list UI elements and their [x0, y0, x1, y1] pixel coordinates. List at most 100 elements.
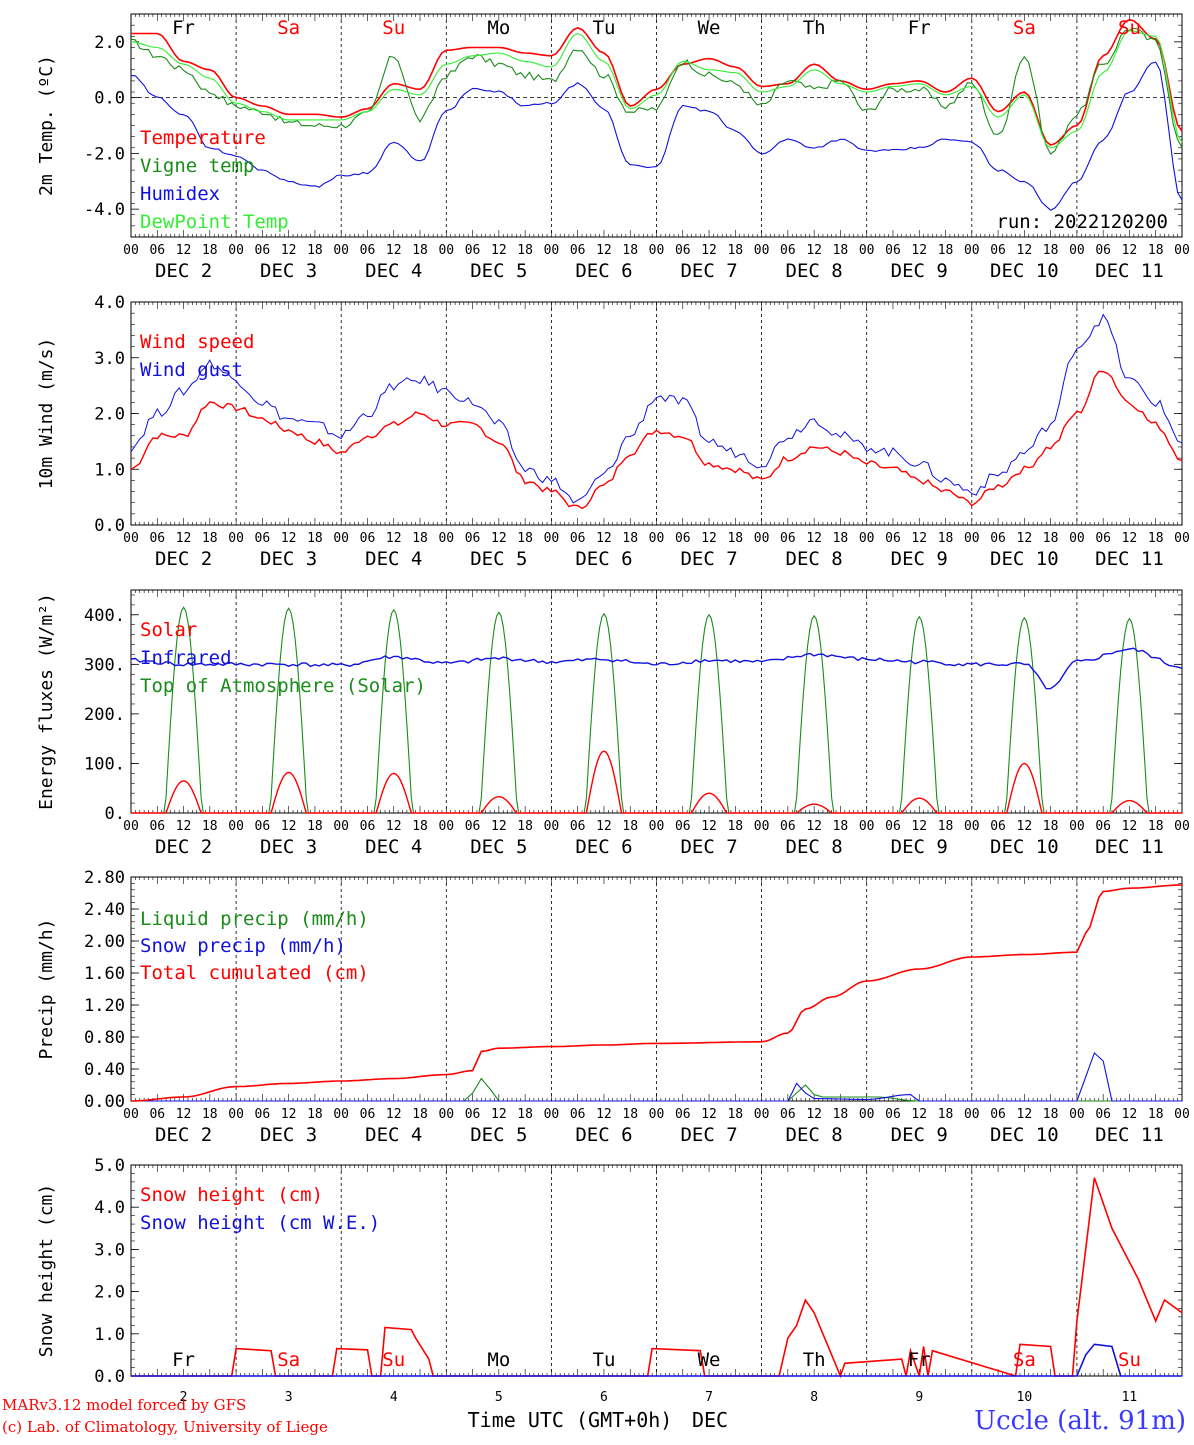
- hour-tick-label: 18: [1148, 1107, 1164, 1122]
- hour-tick-label: 12: [1017, 531, 1033, 546]
- hour-tick-label: 06: [885, 819, 901, 834]
- legend-entry: Humidex: [140, 183, 220, 205]
- day-number-label: 4: [390, 1390, 398, 1405]
- hour-tick-label: 06: [990, 531, 1006, 546]
- hour-tick-label: 18: [412, 531, 428, 546]
- series-line: [130, 884, 1183, 1102]
- hour-tick-label: 06: [255, 1107, 271, 1122]
- y-tick-label: 0.: [105, 804, 125, 824]
- date-label: DEC 4: [365, 836, 422, 858]
- date-label: DEC 11: [1095, 260, 1164, 282]
- series-line: [131, 750, 1182, 814]
- hour-tick-label: 06: [885, 531, 901, 546]
- series-line: [130, 27, 1183, 155]
- hour-tick-label: 12: [1017, 1107, 1033, 1122]
- legend-entry: Top of Atmosphere (Solar): [140, 675, 426, 697]
- hour-tick-label: 18: [1043, 1107, 1059, 1122]
- hour-tick-label: 12: [596, 1107, 612, 1122]
- hour-tick-label: 00: [228, 819, 244, 834]
- hour-tick-label: 00: [123, 1107, 139, 1122]
- hour-tick-label: 18: [1148, 243, 1164, 258]
- hour-tick-label: 18: [727, 819, 743, 834]
- hour-tick-label: 06: [360, 819, 376, 834]
- hour-tick-label: 12: [386, 531, 402, 546]
- date-label: DEC 2: [155, 1124, 212, 1146]
- hour-tick-label: 00: [964, 531, 980, 546]
- y-tick-label: 0.40: [84, 1060, 125, 1080]
- day-number-label: 8: [810, 1390, 818, 1405]
- hour-tick-label: 18: [833, 819, 849, 834]
- hour-tick-label: 00: [228, 531, 244, 546]
- hour-tick-label: 12: [701, 531, 717, 546]
- legend-entry: Liquid precip (mm/h): [140, 908, 369, 930]
- day-number-label: 5: [495, 1390, 503, 1405]
- hour-tick-label: 18: [202, 531, 218, 546]
- hour-tick-label: 00: [859, 531, 875, 546]
- hour-tick-label: 18: [938, 531, 954, 546]
- hour-tick-label: 00: [438, 243, 454, 258]
- weekday-label: Mo: [487, 17, 510, 39]
- hour-tick-label: 06: [465, 1107, 481, 1122]
- hour-tick-label: 00: [649, 531, 665, 546]
- day-number-label: 6: [600, 1390, 608, 1405]
- weekday-label: We: [698, 1349, 721, 1371]
- date-label: DEC 7: [680, 836, 737, 858]
- hour-tick-label: 00: [754, 531, 770, 546]
- hour-tick-label: 00: [438, 819, 454, 834]
- hour-tick-label: 06: [255, 243, 271, 258]
- hour-tick-label: 00: [123, 819, 139, 834]
- hour-tick-label: 18: [517, 1107, 533, 1122]
- hour-tick-label: 18: [1043, 819, 1059, 834]
- hour-tick-label: 18: [517, 819, 533, 834]
- hour-tick-label: 06: [149, 243, 165, 258]
- y-tick-label: 0.00: [84, 1092, 125, 1112]
- hour-tick-label: 06: [570, 531, 586, 546]
- hour-tick-label: 12: [386, 1107, 402, 1122]
- hour-tick-label: 00: [859, 1107, 875, 1122]
- hour-tick-label: 12: [491, 531, 507, 546]
- date-label: DEC 3: [260, 836, 317, 858]
- hour-tick-label: 12: [386, 819, 402, 834]
- hour-tick-label: 00: [438, 1107, 454, 1122]
- hour-tick-label: 06: [885, 1107, 901, 1122]
- hour-tick-label: 18: [517, 531, 533, 546]
- hour-tick-label: 12: [491, 243, 507, 258]
- series-line: [131, 1177, 1183, 1379]
- hour-tick-label: 18: [307, 243, 323, 258]
- hour-tick-label: 12: [911, 819, 927, 834]
- hour-tick-label: 00: [859, 819, 875, 834]
- hour-tick-label: 18: [938, 243, 954, 258]
- hour-tick-label: 12: [386, 243, 402, 258]
- credit-model: MARv3.12 model forced by GFS: [2, 1396, 247, 1414]
- hour-tick-label: 18: [307, 531, 323, 546]
- hour-tick-label: 18: [412, 1107, 428, 1122]
- date-label: DEC 5: [470, 548, 527, 570]
- hour-tick-label: 06: [990, 819, 1006, 834]
- y-tick-label: 0.0: [94, 516, 125, 536]
- hour-tick-label: 18: [517, 243, 533, 258]
- hour-tick-label: 12: [1122, 531, 1138, 546]
- hour-tick-label: 18: [833, 531, 849, 546]
- weekday-label: Fr: [172, 17, 195, 39]
- y-tick-label: 2.0: [94, 405, 125, 425]
- hour-tick-label: 06: [780, 243, 796, 258]
- y-tick-label: 3.0: [94, 349, 125, 369]
- date-label: DEC 10: [990, 1124, 1059, 1146]
- date-label: DEC 4: [365, 260, 422, 282]
- hour-tick-label: 18: [727, 243, 743, 258]
- hour-tick-label: 06: [1095, 1107, 1111, 1122]
- day-number-label: 9: [915, 1390, 923, 1405]
- hour-tick-label: 06: [1095, 819, 1111, 834]
- hour-tick-label: 12: [806, 243, 822, 258]
- weekday-label: Sa: [277, 17, 300, 39]
- y-tick-label: 2.40: [84, 900, 125, 920]
- date-label: DEC 6: [575, 836, 632, 858]
- hour-tick-label: 12: [806, 1107, 822, 1122]
- date-label: DEC 6: [575, 548, 632, 570]
- date-label: DEC 11: [1095, 836, 1164, 858]
- hour-tick-label: 12: [596, 531, 612, 546]
- wind-panel: 0.0 1.0 2.0 3.0 4.0 10m Wind (m/s) Wind speed W…: [36, 293, 1190, 570]
- hour-tick-label: 18: [622, 243, 638, 258]
- date-label: DEC 9: [891, 548, 948, 570]
